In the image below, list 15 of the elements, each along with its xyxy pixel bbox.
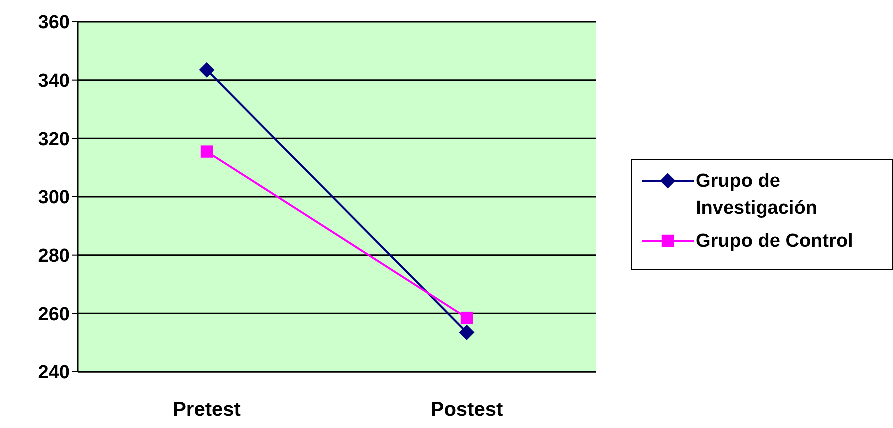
point [460,312,474,324]
y-tick-label: 340 [38,71,70,92]
y-tick-label: 240 [38,362,70,384]
y-tick-label: 300 [38,188,70,209]
x-tick-label: Pretest [173,399,242,422]
legend-label: Grupo de Investigación [696,170,818,220]
y-tick-label: 360 [38,12,70,34]
point [200,62,214,78]
point [460,325,474,340]
legend-label: Grupo de Control [696,230,854,254]
x-tick-label: Postest [430,399,504,422]
y-tick-label: 260 [38,304,70,326]
y-tick-label: 320 [38,129,70,150]
point [200,146,214,158]
y-tick-label: 280 [38,246,70,268]
